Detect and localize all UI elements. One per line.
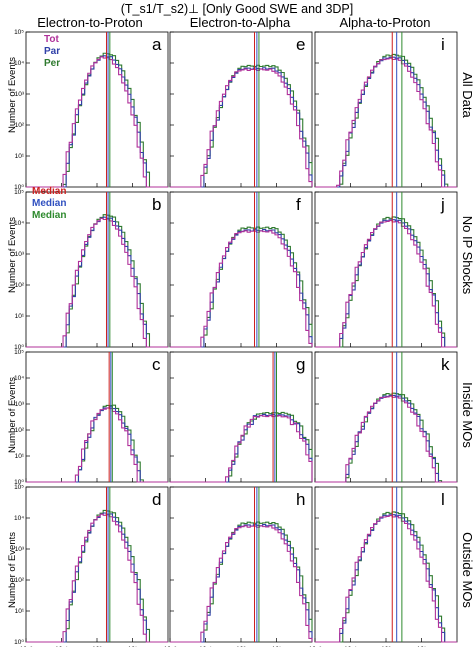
y-tick-label: 10¹ — [15, 153, 25, 160]
histogram-series — [170, 68, 313, 188]
y-tick-label: 10⁰ — [14, 639, 24, 646]
histogram-series — [170, 230, 313, 348]
panel-letter: l — [441, 490, 445, 509]
histogram-series — [170, 521, 313, 643]
panel-letter: k — [441, 355, 450, 374]
legend-median-per: Median — [32, 210, 66, 221]
panel-letter: i — [441, 35, 445, 54]
row-title-outside-mos: Outside MOs — [460, 532, 474, 608]
histogram-series — [26, 407, 168, 483]
y-tick-label: 10² — [15, 577, 25, 584]
histogram-series — [170, 525, 313, 643]
y-tick-label: 10² — [15, 427, 25, 434]
histogram-series — [315, 57, 457, 188]
y-tick-label: 10⁰ — [14, 184, 24, 191]
legend-par: Par — [44, 46, 60, 57]
y-tick-label: 10¹ — [15, 453, 25, 460]
median-legend: Median Median Median — [32, 186, 66, 221]
y-tick-label: 10³ — [15, 91, 25, 98]
histogram-series — [26, 512, 168, 643]
panel-g: g — [169, 351, 313, 483]
figure-title: (T_s1/T_s2)⊥ [Only Good SWE and 3DP] — [121, 2, 354, 16]
y-axis-label-row-4: Number of Events — [7, 532, 18, 608]
histogram-series — [26, 513, 168, 643]
panel-h: 10⁻²10⁻¹10⁰10¹h — [164, 486, 313, 647]
y-tick-label: 10⁰ — [14, 344, 24, 351]
y-tick-label: 10² — [15, 282, 25, 289]
panel-l: 10⁻²10⁻¹10⁰10¹l — [309, 486, 458, 647]
panel-frame — [169, 31, 313, 188]
panel-c: 10⁰ 10¹ 10² 10³ 10⁴ 10⁵ c — [14, 349, 169, 486]
histogram-series — [315, 514, 457, 643]
y-tick-label: 10⁵ — [14, 484, 24, 491]
y-tick-label: 10⁵ — [14, 29, 24, 36]
histogram-panels: 10⁰ 10¹ 10² 10³ 10⁴ 10⁵ a e i 10⁰ 10¹ 10² 10³ 10⁴ 10⁵ b… — [14, 29, 458, 647]
y-tick-label: 10⁰ — [14, 479, 24, 486]
histogram-series — [170, 64, 313, 188]
y-axis-label-row-1: Number of Events — [7, 57, 18, 133]
panel-a: 10⁰ 10¹ 10² 10³ 10⁴ 10⁵ a — [14, 29, 169, 191]
panel-letter: a — [152, 35, 162, 54]
legend-tot: Tot — [44, 34, 59, 45]
panel-letter: g — [296, 355, 305, 374]
column-title-electron-to-alpha: Electron-to-Alpha — [190, 15, 291, 30]
series-legend: Tot Par Per — [44, 34, 60, 69]
y-tick-label: 10³ — [15, 546, 25, 553]
column-title-alpha-to-proton: Alpha-to-Proton — [339, 15, 430, 30]
panel-letter: j — [440, 195, 445, 214]
y-tick-label: 10⁵ — [14, 349, 24, 356]
histogram-series — [315, 53, 457, 188]
y-tick-label: 10³ — [15, 251, 25, 258]
panel-letter: c — [152, 355, 161, 374]
row-title-inside-mos: Inside MOs — [460, 382, 474, 448]
histogram-series — [315, 56, 457, 188]
panel-frame — [169, 191, 313, 348]
panel-d: 10⁰10¹10²10³10⁴10⁵10⁻²10⁻¹10⁰10¹d — [14, 484, 169, 647]
column-title-electron-to-proton: Electron-to-Proton — [37, 15, 143, 30]
histogram-series — [315, 220, 457, 348]
panel-letter: b — [152, 195, 161, 214]
panel-i: i — [314, 31, 458, 188]
y-tick-label: 10⁴ — [14, 60, 24, 67]
panel-j: j — [314, 191, 458, 348]
y-tick-label: 10⁵ — [14, 189, 24, 196]
y-axis-label-row-3: Number of Events — [7, 377, 18, 453]
panel-letter: h — [296, 490, 305, 509]
histogram-series — [315, 511, 457, 643]
legend-per: Per — [44, 58, 60, 69]
histogram-series — [26, 217, 168, 348]
y-tick-label: 10¹ — [15, 608, 25, 615]
histogram-series — [170, 226, 313, 348]
panel-letter: d — [152, 490, 161, 509]
histogram-series — [315, 395, 457, 483]
panel-k: k — [314, 351, 458, 483]
panel-letter: e — [296, 35, 305, 54]
panel-e: e — [169, 31, 313, 188]
legend-median-par: Median — [32, 198, 66, 209]
histogram-series — [170, 414, 313, 483]
y-tick-label: 10¹ — [15, 313, 25, 320]
histogram-series — [26, 56, 168, 188]
histogram-series — [26, 55, 168, 188]
histogram-series — [315, 219, 457, 348]
panel-b: 10⁰ 10¹ 10² 10³ 10⁴ 10⁵ b — [14, 189, 169, 351]
y-tick-label: 10² — [15, 122, 25, 129]
row-title-no-ip-shocks: No IP Shocks — [460, 216, 474, 295]
histogram-series — [315, 216, 457, 348]
panel-f: f — [169, 191, 313, 348]
y-tick-label: 10⁴ — [14, 375, 24, 382]
y-tick-label: 10⁴ — [14, 220, 24, 227]
panel-letter: f — [296, 195, 301, 214]
y-axis-label-row-2: Number of Events — [7, 217, 18, 293]
legend-median-tot: Median — [32, 186, 66, 197]
histogram-series — [315, 515, 457, 643]
histogram-series — [26, 216, 168, 348]
y-tick-label: 10³ — [15, 401, 25, 408]
row-title-all-data: All Data — [460, 72, 474, 118]
panel-frame — [169, 486, 313, 643]
y-tick-label: 10⁴ — [14, 515, 24, 522]
